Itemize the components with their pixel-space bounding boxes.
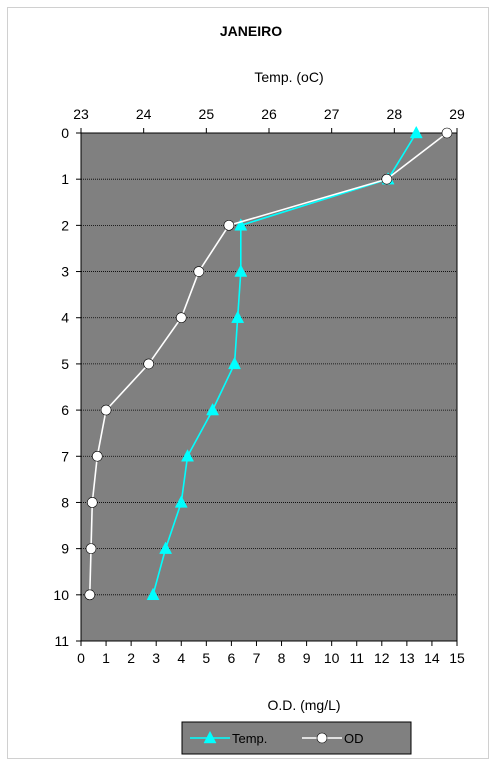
legend-label-od: OD (344, 731, 364, 746)
data-point-temp (228, 356, 241, 370)
data-point-temp (234, 264, 248, 277)
data-point-temp (159, 541, 173, 554)
y-tick-label: 5 (61, 356, 69, 372)
top-axis-title: Temp. (oC) (254, 69, 323, 85)
data-point-od (86, 497, 98, 508)
data-point-temp (206, 402, 220, 416)
top-tick-label: 23 (73, 106, 89, 122)
y-tick-label: 2 (61, 217, 69, 233)
data-point-od (223, 220, 235, 231)
y-tick-label: 1 (61, 171, 69, 187)
y-tick-label: 8 (61, 494, 69, 510)
data-point-od (143, 358, 154, 370)
data-point-od (381, 173, 393, 185)
bottom-tick-label: 3 (152, 650, 160, 666)
data-point-od (84, 589, 96, 601)
data-point-od (91, 450, 103, 462)
bottom-tick-label: 2 (127, 650, 135, 666)
bottom-tick-label: 0 (77, 650, 85, 666)
bottom-axis-title: O.D. (mg/L) (267, 697, 340, 713)
data-point-temp (234, 218, 248, 231)
top-tick-label: 29 (449, 106, 465, 122)
y-tick-label: 11 (54, 633, 69, 649)
bottom-tick-label: 9 (303, 650, 311, 666)
data-point-temp (146, 587, 160, 601)
bottom-tick-label: 5 (202, 650, 210, 666)
chart-title: JANEIRO (220, 23, 282, 39)
y-tick-label: 7 (61, 448, 69, 464)
bottom-tick-label: 4 (177, 650, 185, 666)
top-tick-label: 27 (324, 106, 340, 122)
plot-area (81, 133, 457, 641)
top-tick-label: 25 (199, 106, 215, 122)
bottom-tick-label: 13 (399, 650, 415, 666)
legend-marker-temp (203, 730, 217, 744)
data-point-od (441, 127, 453, 139)
bottom-tick-label: 6 (228, 650, 236, 666)
bottom-tick-label: 15 (449, 650, 465, 666)
bottom-tick-label: 12 (374, 650, 390, 666)
bottom-tick-label: 10 (324, 650, 340, 666)
y-tick-label: 9 (61, 541, 69, 557)
data-point-od (193, 266, 205, 277)
y-tick-label: 0 (61, 125, 69, 141)
top-tick-label: 28 (387, 106, 403, 122)
top-tick-label: 24 (136, 106, 152, 122)
bottom-tick-label: 7 (253, 650, 261, 666)
bottom-tick-label: 8 (278, 650, 286, 666)
data-point-temp (174, 495, 188, 508)
legend-marker-od (316, 732, 328, 744)
data-point-temp (409, 125, 423, 139)
y-tick-label: 3 (61, 264, 69, 280)
data-point-temp (231, 310, 245, 323)
bottom-tick-label: 14 (424, 650, 440, 666)
data-point-od (175, 312, 187, 324)
data-point-od (85, 543, 97, 554)
y-tick-label: 10 (53, 587, 69, 603)
bottom-tick-label: 1 (102, 650, 110, 666)
y-tick-label: 6 (61, 402, 69, 418)
bottom-tick-label: 11 (349, 650, 364, 666)
top-tick-label: 26 (261, 106, 277, 122)
data-point-temp (181, 449, 194, 462)
legend-label-temp: Temp. (232, 731, 267, 746)
data-point-od (100, 404, 112, 416)
y-tick-label: 4 (61, 310, 69, 326)
